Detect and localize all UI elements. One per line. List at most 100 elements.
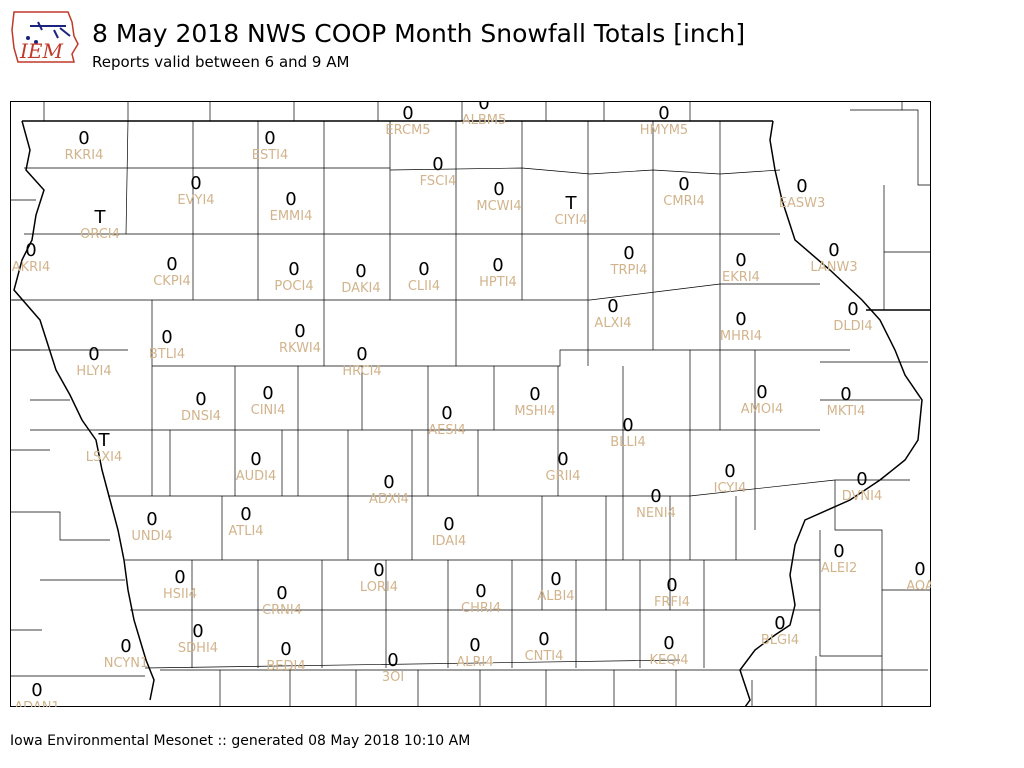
page-subtitle: Reports valid between 6 and 9 AM [92,53,350,71]
station-label: RKRI4 [65,148,104,163]
station-label: AOA [906,579,931,594]
station-label: MCWI4 [476,199,521,214]
station-value: 0 [262,383,273,404]
station-value: 0 [623,243,634,264]
station-value: T [565,193,578,214]
station-value: 0 [469,635,480,656]
station-label: ALEI2 [821,561,857,576]
station-value: 0 [833,541,844,562]
station-value: 0 [288,259,299,280]
station-label: NENI4 [636,506,676,521]
station-adan1: 0ADAN1 [14,680,60,707]
station-value: 0 [650,486,661,507]
station-value: 0 [25,240,36,261]
page-title: 8 May 2018 NWS COOP Month Snowfall Total… [92,19,746,48]
station-label: FSCI4 [420,174,457,189]
station-value: 0 [195,389,206,410]
station-label: CKPI4 [153,274,191,289]
station-value: 0 [441,403,452,424]
station-label: CHRI4 [461,601,501,616]
station-label: FRFI4 [654,595,690,610]
station-label: BTLI4 [149,347,185,362]
logo-text: IEM [19,39,64,63]
station-value: 0 [735,250,746,271]
station-value: 0 [174,567,185,588]
station-label: EMMI4 [270,209,313,224]
station-label: ADAN1 [14,700,60,707]
station-label: UNDI4 [131,529,172,544]
station-label: RKWI4 [279,341,321,356]
station-value: 0 [78,128,89,149]
station-label: CLII4 [408,279,440,294]
station-label: CNTI4 [525,649,564,664]
station-label: AUDI4 [236,469,277,484]
station-label: EKRI4 [722,270,760,285]
station-value: 0 [88,344,99,365]
station-value: 0 [276,583,287,604]
station-value: 0 [478,101,489,114]
station-value: 0 [166,254,177,275]
station-label: CRNI4 [262,603,302,618]
station-value: 0 [443,514,454,535]
iem-logo-icon: IEM [8,8,80,66]
station-label: DVNI4 [842,489,883,504]
station-label: ESTI4 [252,148,289,163]
station-label: LORI4 [360,580,398,595]
station-label: HSII4 [163,587,197,602]
station-value: 0 [529,384,540,405]
station-label: ERCM5 [385,123,430,138]
station-value: 0 [840,384,851,405]
station-value: 0 [280,639,291,660]
station-label: BLGI4 [761,633,799,648]
station-value: 0 [161,327,172,348]
station-label: ICYI4 [714,481,747,496]
station-label: MKTI4 [827,404,866,419]
station-label: AMOI4 [741,402,783,417]
station-value: 0 [475,581,486,602]
station-label: BLLI4 [610,435,646,450]
station-label: IDAI4 [432,534,467,549]
station-value: 0 [493,179,504,200]
station-label: DAKI4 [341,281,380,296]
station-label: LSXI4 [86,450,123,465]
station-value: 0 [856,469,867,490]
station-label: BEDI4 [266,659,305,674]
station-value: 0 [557,449,568,470]
station-label: HRCI4 [342,364,381,379]
station-label: CIYI4 [555,213,588,228]
